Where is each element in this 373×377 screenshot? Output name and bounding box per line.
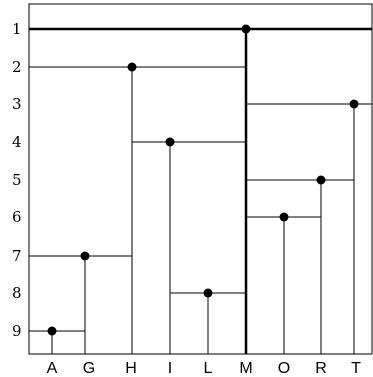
- row-labels: 1 2 3 4 5 6 7 8 9: [12, 20, 22, 340]
- row-label-3: 3: [12, 95, 22, 113]
- column-label-M: M: [239, 360, 252, 377]
- column-label-G: G: [83, 360, 95, 377]
- column-label-O: O: [278, 360, 290, 377]
- node-group: [47, 24, 359, 336]
- row-label-8: 8: [12, 284, 22, 302]
- column-labels: A G H I L M O R T: [47, 360, 361, 377]
- column-label-L: L: [204, 360, 213, 377]
- column-label-R: R: [315, 360, 327, 377]
- diagram-frame: [28, 3, 373, 355]
- node-T: [349, 99, 359, 109]
- node-H: [127, 62, 137, 72]
- node-I: [165, 137, 175, 147]
- column-label-T: T: [351, 360, 361, 377]
- row-label-6: 6: [12, 208, 22, 226]
- row-label-1: 1: [12, 20, 22, 38]
- row-label-2: 2: [12, 58, 22, 76]
- row-label-7: 7: [12, 247, 22, 265]
- row-label-5: 5: [12, 171, 22, 189]
- column-label-H: H: [125, 360, 137, 377]
- node-A: [47, 326, 57, 336]
- column-label-A: A: [47, 360, 58, 377]
- node-L: [203, 288, 213, 298]
- node-O: [279, 212, 289, 222]
- row-label-9: 9: [12, 322, 22, 340]
- column-label-I: I: [168, 360, 172, 377]
- node-G: [80, 251, 90, 261]
- node-R: [316, 175, 326, 185]
- row-label-4: 4: [12, 133, 22, 151]
- node-M: [241, 24, 251, 34]
